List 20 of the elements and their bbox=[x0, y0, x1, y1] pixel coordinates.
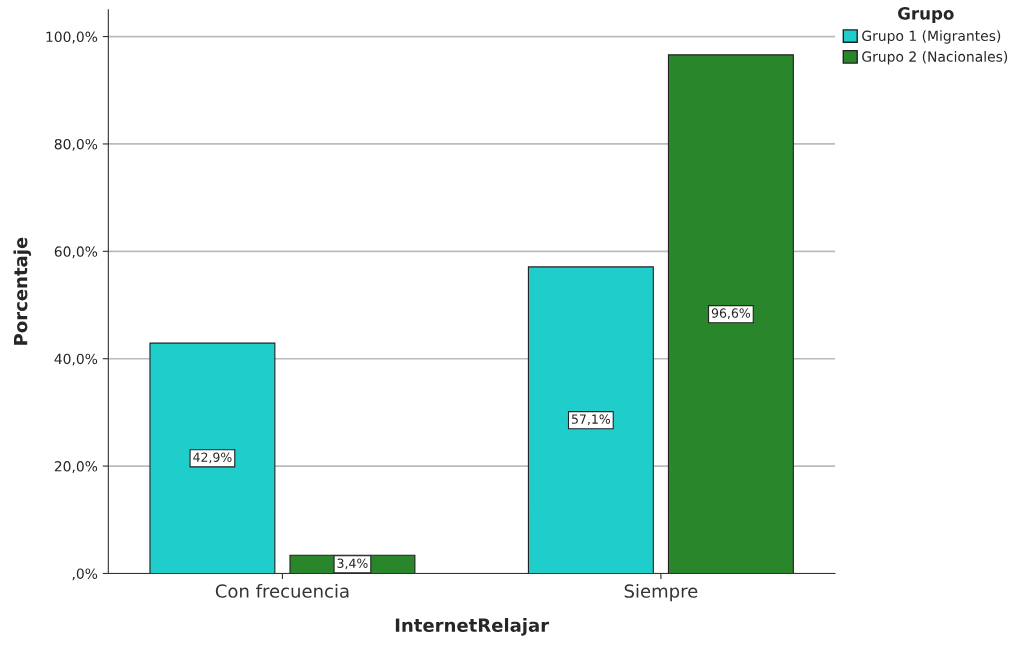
y-tick-label: 80,0% bbox=[54, 138, 98, 151]
bar bbox=[149, 342, 276, 574]
x-tick-label: Con frecuencia bbox=[215, 583, 349, 598]
y-tick-label: ,0% bbox=[72, 568, 98, 581]
y-axis-title: Porcentaje bbox=[13, 237, 32, 345]
legend-label: Grupo 2 (Nacionales) bbox=[862, 51, 1008, 65]
y-tick-label: 100,0% bbox=[46, 31, 98, 44]
data-label: 57,1% bbox=[571, 414, 611, 426]
bar bbox=[667, 54, 794, 574]
y-tick-label: 20,0% bbox=[54, 461, 98, 473]
data-label: 42,9% bbox=[193, 452, 232, 464]
data-label: 3,4% bbox=[337, 558, 368, 570]
data-label: 96,6% bbox=[711, 308, 751, 320]
x-axis-title: InternetRelajar bbox=[395, 618, 550, 636]
legend-label: Grupo 1 (Migrantes) bbox=[862, 30, 1001, 44]
y-tick-label: 40,0% bbox=[54, 353, 98, 366]
bar bbox=[527, 266, 654, 574]
y-tick-label: 60,0% bbox=[54, 246, 98, 259]
legend-title: Grupo bbox=[898, 7, 954, 23]
x-tick-label: Siempre bbox=[624, 583, 698, 602]
